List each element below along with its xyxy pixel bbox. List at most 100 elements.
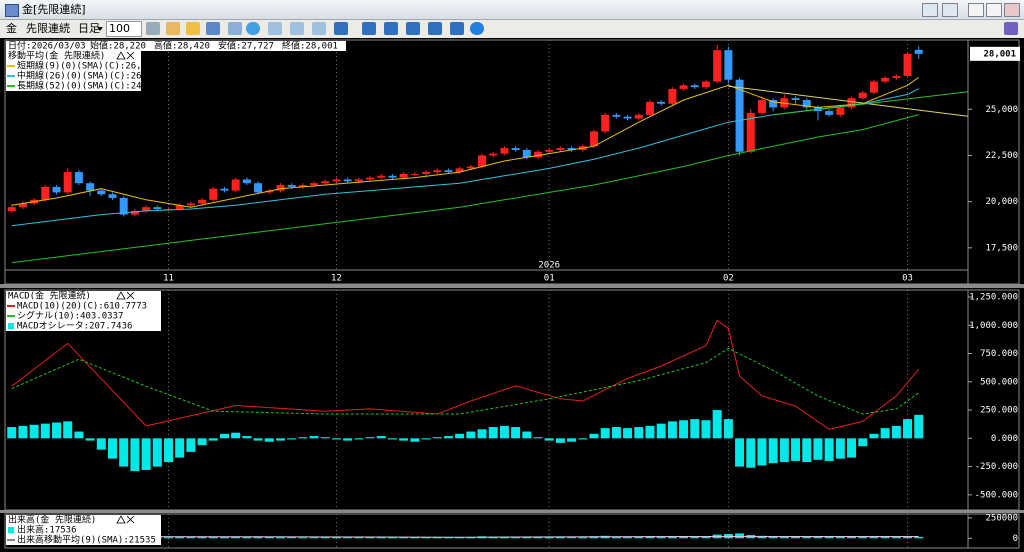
bar bbox=[443, 537, 453, 539]
link-button[interactable] bbox=[942, 3, 958, 17]
indicator-line bbox=[11, 536, 919, 538]
bar bbox=[667, 536, 677, 539]
bar bbox=[85, 438, 95, 441]
candle-body bbox=[746, 112, 755, 152]
bar bbox=[891, 536, 901, 539]
period-select[interactable]: 日足 bbox=[78, 22, 100, 35]
bar bbox=[231, 536, 241, 539]
tool-button[interactable] bbox=[146, 22, 160, 35]
candle-body bbox=[97, 190, 106, 195]
settings-button[interactable] bbox=[1004, 22, 1018, 35]
bar bbox=[96, 438, 106, 450]
bar bbox=[645, 536, 655, 539]
candle-body bbox=[242, 179, 251, 184]
candle-body bbox=[869, 81, 878, 93]
contract-label[interactable]: 先限連続 bbox=[26, 22, 70, 35]
info-item: 日付:2026/03/03 bbox=[8, 41, 86, 52]
candle-body bbox=[511, 148, 520, 150]
candle-body bbox=[108, 194, 117, 198]
candle-body bbox=[321, 181, 330, 184]
bar bbox=[421, 438, 431, 440]
candle-body bbox=[399, 173, 408, 178]
bar bbox=[679, 536, 689, 539]
candle-body bbox=[881, 77, 890, 82]
tool-button[interactable] bbox=[450, 22, 464, 35]
bar bbox=[152, 438, 162, 467]
bar bbox=[611, 427, 621, 439]
bar bbox=[914, 414, 924, 439]
bar bbox=[634, 427, 644, 439]
bar bbox=[376, 436, 386, 439]
bar bbox=[365, 537, 375, 539]
count-input[interactable]: 100 bbox=[106, 21, 142, 37]
candle-body bbox=[18, 203, 27, 208]
tool-button[interactable] bbox=[406, 22, 420, 35]
candle-body bbox=[332, 179, 341, 182]
minimize-button[interactable] bbox=[968, 3, 984, 17]
tool-button[interactable] bbox=[206, 22, 220, 35]
bar bbox=[29, 424, 39, 439]
maximize-button[interactable] bbox=[986, 3, 1002, 17]
candle-body bbox=[209, 188, 218, 200]
legend-entry: 出来高:17536 bbox=[17, 524, 77, 536]
price-tag-label: 28,001 bbox=[983, 49, 1016, 59]
bar bbox=[600, 428, 610, 439]
candle-body bbox=[847, 98, 856, 108]
y-tick-label: 750.000 bbox=[980, 349, 1018, 359]
legend-entry: 中期線(26)(0)(SMA)(C):26,117 bbox=[17, 70, 163, 82]
tool-button[interactable] bbox=[166, 22, 180, 35]
tool-button[interactable] bbox=[334, 22, 348, 35]
tool-button[interactable] bbox=[428, 22, 442, 35]
bar bbox=[343, 438, 353, 441]
close-button[interactable] bbox=[1004, 3, 1020, 17]
bar bbox=[7, 427, 17, 439]
tool-button[interactable] bbox=[312, 22, 326, 35]
bar bbox=[141, 438, 151, 470]
candle-body bbox=[366, 177, 375, 180]
legend-swatch bbox=[8, 323, 14, 329]
pin-button[interactable] bbox=[922, 3, 938, 17]
y-tick-label: 0.000 bbox=[991, 434, 1018, 444]
candle-body bbox=[836, 107, 845, 115]
bar bbox=[242, 436, 252, 439]
tool-button[interactable] bbox=[362, 22, 376, 35]
bar bbox=[880, 536, 890, 539]
candle-body bbox=[489, 153, 498, 156]
tool-button[interactable] bbox=[268, 22, 282, 35]
candle-body bbox=[903, 53, 912, 77]
y-tick-label: 25,000 bbox=[985, 105, 1018, 115]
legend-entry: 短期線(9)(0)(SMA)(C):26,726 bbox=[17, 60, 158, 72]
bar bbox=[903, 419, 913, 439]
bar bbox=[466, 431, 476, 439]
dropdown-arrow[interactable] bbox=[97, 27, 103, 31]
candle-body bbox=[601, 114, 610, 132]
bar bbox=[735, 438, 745, 467]
candle-body bbox=[679, 85, 688, 89]
bar bbox=[701, 420, 711, 439]
bar bbox=[399, 438, 409, 441]
bar bbox=[287, 537, 297, 539]
bar bbox=[163, 438, 173, 463]
bar bbox=[869, 536, 879, 539]
bar bbox=[208, 536, 218, 539]
legend-swatch bbox=[8, 527, 14, 533]
tool-button[interactable] bbox=[290, 22, 304, 35]
candle-body bbox=[433, 170, 442, 173]
bar bbox=[275, 438, 285, 441]
panel-separator bbox=[0, 284, 1024, 288]
bar bbox=[331, 438, 341, 440]
bar bbox=[768, 536, 778, 539]
tool-button[interactable] bbox=[384, 22, 398, 35]
tool-button[interactable] bbox=[186, 22, 200, 35]
y-tick-label: 500.000 bbox=[980, 377, 1018, 387]
tool-button[interactable] bbox=[470, 22, 484, 35]
bar bbox=[858, 536, 868, 539]
legend-entry: MACD(10)(20)(C):610.7773 bbox=[17, 302, 147, 312]
candle-body bbox=[86, 183, 95, 191]
bar bbox=[589, 433, 599, 439]
symbol-label[interactable]: 金 bbox=[6, 22, 17, 35]
bar bbox=[522, 431, 532, 439]
bar bbox=[847, 536, 857, 539]
tool-button[interactable] bbox=[246, 22, 260, 35]
tool-button[interactable] bbox=[228, 22, 242, 35]
